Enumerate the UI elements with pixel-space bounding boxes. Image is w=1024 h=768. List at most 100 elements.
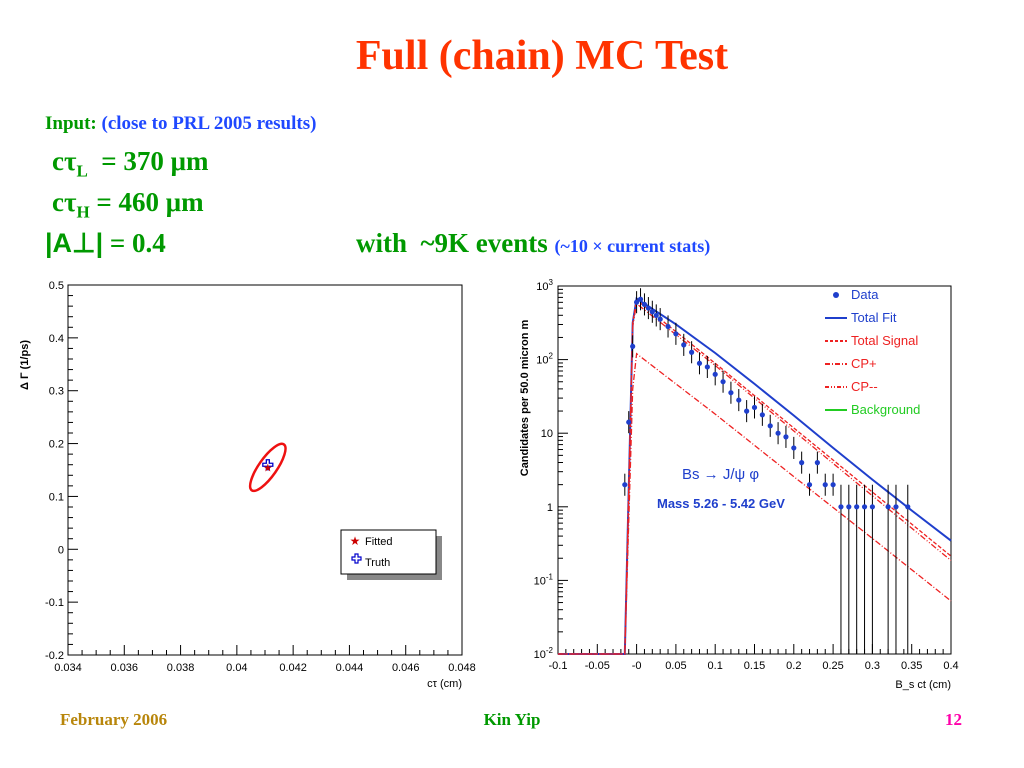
legend-entry-label: Data: [851, 287, 879, 302]
slide-title: Full (chain) MC Test: [355, 33, 729, 79]
a-perp-value: = 0.4: [103, 228, 166, 258]
legend-entry-label: Background: [851, 402, 920, 417]
x-tick-label: 0.042: [279, 662, 307, 674]
data-point: [689, 349, 695, 355]
left-y-axis-label: Δ Γ (1/ps): [19, 340, 31, 390]
ctau-l-line: cτL = 370 μm: [52, 146, 208, 181]
data-point: [637, 296, 644, 302]
y-tick-label: 10: [541, 428, 553, 440]
data-point: [830, 482, 836, 488]
data-point: [720, 379, 726, 385]
y-tick-label: 1: [547, 502, 553, 514]
ctau-l-prefix: cτ: [52, 146, 77, 176]
data-point: [641, 301, 648, 307]
ctau-l-sub: L: [76, 161, 88, 181]
right-x-axis-label: B_s ct (cm): [895, 679, 951, 691]
legend-entry-label: CP--: [851, 379, 878, 394]
truth-cross-icon: [351, 553, 362, 564]
x-tick-label: -0.1: [549, 660, 568, 672]
events-note: (~10 × current stats): [554, 236, 711, 256]
left-x-axis-label: cτ (cm): [427, 678, 462, 690]
data-point: [673, 331, 679, 337]
x-tick-label: 0.1: [708, 660, 723, 672]
y-tick-label: 103: [536, 278, 553, 293]
x-tick-label: 0.35: [901, 660, 922, 672]
left-plot-panel: 0.034 0.036 0.038 0.04 0.042 0.044 0.046 0.048 -…: [8, 275, 486, 695]
y-tick-label: 102: [536, 352, 553, 367]
data-point: [885, 504, 891, 510]
x-tick-label: -0: [632, 660, 642, 672]
decay-annotation: Bs → J/ψ φ: [682, 466, 759, 483]
data-point: [854, 504, 860, 510]
data-point: [736, 397, 742, 403]
x-tick-label: 0.044: [336, 662, 364, 674]
right-y-axis-label: Candidates per 50.0 micron m: [519, 320, 531, 477]
error-contour: [248, 442, 287, 493]
data-point: [791, 445, 797, 451]
data-point: [751, 404, 758, 411]
footer-date: February 2006: [60, 710, 168, 729]
legend-data-marker: [833, 292, 839, 298]
left-legend: ★ Fitted Truth: [340, 529, 442, 580]
x-tick-label: 0.05: [665, 660, 686, 672]
fitted-star-icon: ★: [350, 534, 361, 548]
legend-truth-label: Truth: [365, 557, 390, 569]
x-tick-label: 0.036: [111, 662, 139, 674]
legend-entry-label: Total Signal: [851, 333, 918, 348]
data-point: [630, 343, 636, 349]
data-point: [622, 482, 628, 488]
data-point: [712, 371, 718, 377]
y-tick-label: 0.5: [49, 280, 64, 292]
right-legend: Data Total Fit Total Signal CP+ CP-- Backgrou…: [825, 287, 920, 417]
bs-ct-distribution-plot: -0.1 -0.05 -0 0.05 0.1 0.15 0.2 0.25 0.3 0.35 0.4 1…: [519, 278, 959, 691]
data-point: [814, 460, 820, 466]
left-plot-frame: [67, 284, 463, 656]
ctau-l-value: = 370 μm: [87, 146, 209, 176]
truth-marker: [262, 459, 274, 471]
input-line: Input: (close to PRL 2005 results): [45, 113, 316, 135]
y-tick-label: 0.1: [49, 491, 64, 503]
right-plot-frame: [557, 285, 952, 655]
data-point: [653, 312, 659, 319]
x-tick-label: 0.4: [943, 660, 958, 672]
events-text: with ~9K events: [356, 228, 548, 258]
data-point: [767, 423, 773, 429]
ctau-h-line: cτH = 460 μm: [52, 187, 204, 222]
right-plot-panel: -0.1 -0.05 -0 0.05 0.1 0.15 0.2 0.25 0.3 0.35 0.4 1…: [510, 278, 966, 698]
a-perp-line: |A⊥| = 0.4: [45, 228, 166, 259]
data-point: [861, 504, 868, 510]
data-point: [905, 504, 911, 510]
x-tick-label: 0.25: [822, 660, 843, 672]
y-tick-label: 0.2: [49, 439, 64, 451]
ctau-h-value: = 460 μm: [89, 187, 204, 217]
data-point: [783, 434, 789, 440]
legend-entry-label: CP+: [851, 356, 877, 371]
y-tick-label: 0.3: [49, 386, 64, 398]
x-tick-label: 0.2: [786, 660, 801, 672]
ctau-h-sub: H: [76, 202, 90, 222]
fitted-marker: ★: [263, 462, 273, 474]
data-point: [681, 342, 687, 348]
events-line: with ~9K events (~10 × current stats): [356, 228, 710, 259]
data-point: [696, 360, 703, 366]
data-point: [744, 408, 750, 414]
x-tick-label: 0.046: [392, 662, 420, 674]
x-tick-label: 0.048: [448, 662, 476, 674]
mass-annotation: Mass 5.26 - 5.42 GeV: [657, 496, 785, 511]
input-close: ): [310, 113, 317, 134]
data-point: [799, 460, 805, 466]
delta-gamma-vs-ctau-plot: 0.034 0.036 0.038 0.04 0.042 0.044 0.046 0.048 -…: [19, 280, 476, 690]
legend-box: [340, 529, 437, 575]
data-point: [846, 504, 852, 510]
ctau-h-prefix: cτ: [52, 187, 77, 217]
data-point: [665, 323, 671, 330]
data-point: [649, 309, 655, 315]
data-point: [869, 504, 875, 510]
legend-entry-label: Total Fit: [851, 310, 897, 325]
y-tick-label: 0.4: [49, 333, 64, 345]
footer-page-number: 12: [945, 710, 962, 729]
data-point: [806, 482, 813, 488]
input-label: Input:: [45, 113, 97, 134]
data-point: [775, 430, 781, 436]
a-perp-label: |A⊥|: [45, 228, 104, 258]
